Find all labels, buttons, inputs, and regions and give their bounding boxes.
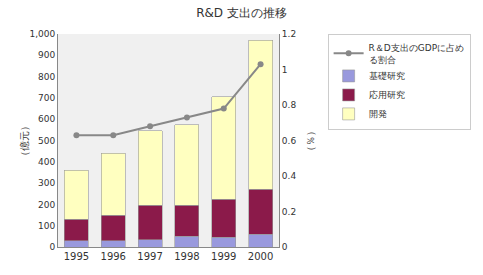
svg-text:1.2: 1.2 bbox=[282, 29, 296, 39]
svg-text:600: 600 bbox=[38, 114, 55, 124]
svg-text:800: 800 bbox=[38, 72, 55, 82]
svg-text:900: 900 bbox=[38, 50, 55, 60]
svg-text:0.4: 0.4 bbox=[282, 171, 297, 181]
svg-text:0.8: 0.8 bbox=[282, 100, 297, 110]
svg-text:R&D 支出の推移: R&D 支出の推移 bbox=[196, 6, 287, 20]
svg-text:1997: 1997 bbox=[137, 251, 162, 262]
svg-text:0: 0 bbox=[49, 242, 55, 252]
svg-text:700: 700 bbox=[38, 93, 55, 103]
svg-text:1: 1 bbox=[282, 65, 288, 75]
svg-text:0.2: 0.2 bbox=[282, 207, 296, 217]
svg-text:1996: 1996 bbox=[101, 251, 126, 262]
svg-text:1998: 1998 bbox=[174, 251, 199, 262]
svg-text:応用研究: 応用研究 bbox=[369, 90, 405, 100]
svg-text:0: 0 bbox=[282, 242, 288, 252]
svg-text:300: 300 bbox=[38, 178, 55, 188]
svg-text:1995: 1995 bbox=[64, 251, 89, 262]
svg-text:400: 400 bbox=[38, 157, 55, 167]
svg-text:1,000: 1,000 bbox=[29, 29, 55, 39]
svg-text:1999: 1999 bbox=[211, 251, 236, 262]
svg-text:500: 500 bbox=[38, 136, 55, 146]
svg-text:（％）: （％） bbox=[305, 126, 316, 156]
svg-text:2000: 2000 bbox=[248, 251, 273, 262]
svg-text:100: 100 bbox=[38, 221, 55, 231]
svg-text:200: 200 bbox=[38, 200, 55, 210]
svg-text:（億元）: （億元） bbox=[19, 121, 30, 161]
svg-text:開発: 開発 bbox=[369, 109, 387, 119]
svg-text:0.6: 0.6 bbox=[282, 136, 297, 146]
svg-text:基礎研究: 基礎研究 bbox=[369, 71, 405, 81]
svg-text:R＆D支出のGDPに占める割合: R＆D支出のGDPに占める割合 bbox=[369, 43, 465, 65]
